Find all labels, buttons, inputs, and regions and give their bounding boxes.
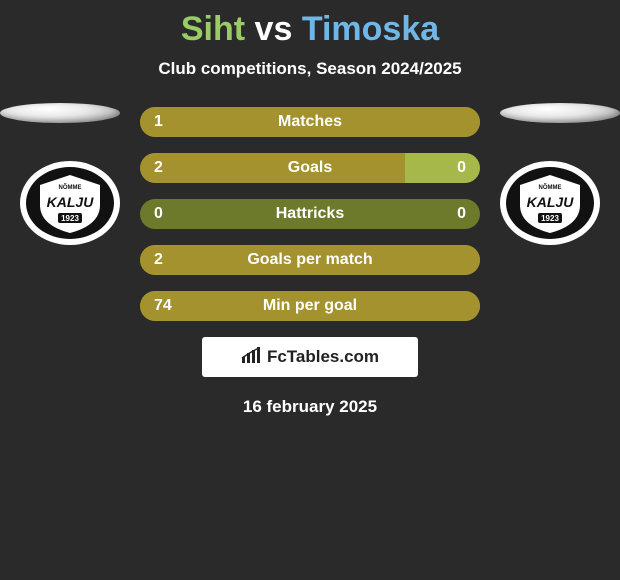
vs-text: vs <box>255 10 293 48</box>
page-title: Siht vs Timoska <box>0 0 620 49</box>
svg-text:NÕMME: NÕMME <box>539 184 562 191</box>
player2-club-badge: NÕMME KALJU 1923 <box>500 161 600 245</box>
svg-text:KALJU: KALJU <box>527 194 575 210</box>
brand-box[interactable]: FcTables.com <box>202 337 418 377</box>
player2-name: Timoska <box>302 10 439 48</box>
stat-bar: 2Goals per match <box>140 245 480 275</box>
stat-bar: 20Goals <box>140 153 480 183</box>
stat-label: Goals per match <box>140 251 480 269</box>
stat-label: Hattricks <box>140 205 480 223</box>
player1-name: Siht <box>181 10 245 48</box>
svg-text:KALJU: KALJU <box>47 194 95 210</box>
svg-text:1923: 1923 <box>61 214 79 223</box>
subtitle: Club competitions, Season 2024/2025 <box>0 59 620 79</box>
player2-orb <box>500 103 620 123</box>
stat-bar: 74Min per goal <box>140 291 480 321</box>
content-area: NÕMME KALJU 1923 NÕMME KALJU 1923 1Match… <box>0 107 620 417</box>
stat-label: Goals <box>140 159 480 177</box>
brand-text: FcTables.com <box>267 347 379 367</box>
player1-club-badge: NÕMME KALJU 1923 <box>20 161 120 245</box>
svg-text:1923: 1923 <box>541 214 559 223</box>
stats-bars: 1Matches 20Goals 00Hattricks 2Goals per mat… <box>140 107 480 321</box>
stat-label: Min per goal <box>140 297 480 315</box>
player1-orb <box>0 103 120 123</box>
svg-text:NÕMME: NÕMME <box>59 184 82 191</box>
stat-label: Matches <box>140 113 480 131</box>
stat-bar: 1Matches <box>140 107 480 137</box>
brand-chart-icon <box>241 346 263 369</box>
date-text: 16 february 2025 <box>0 397 620 417</box>
stat-bar: 00Hattricks <box>140 199 480 229</box>
